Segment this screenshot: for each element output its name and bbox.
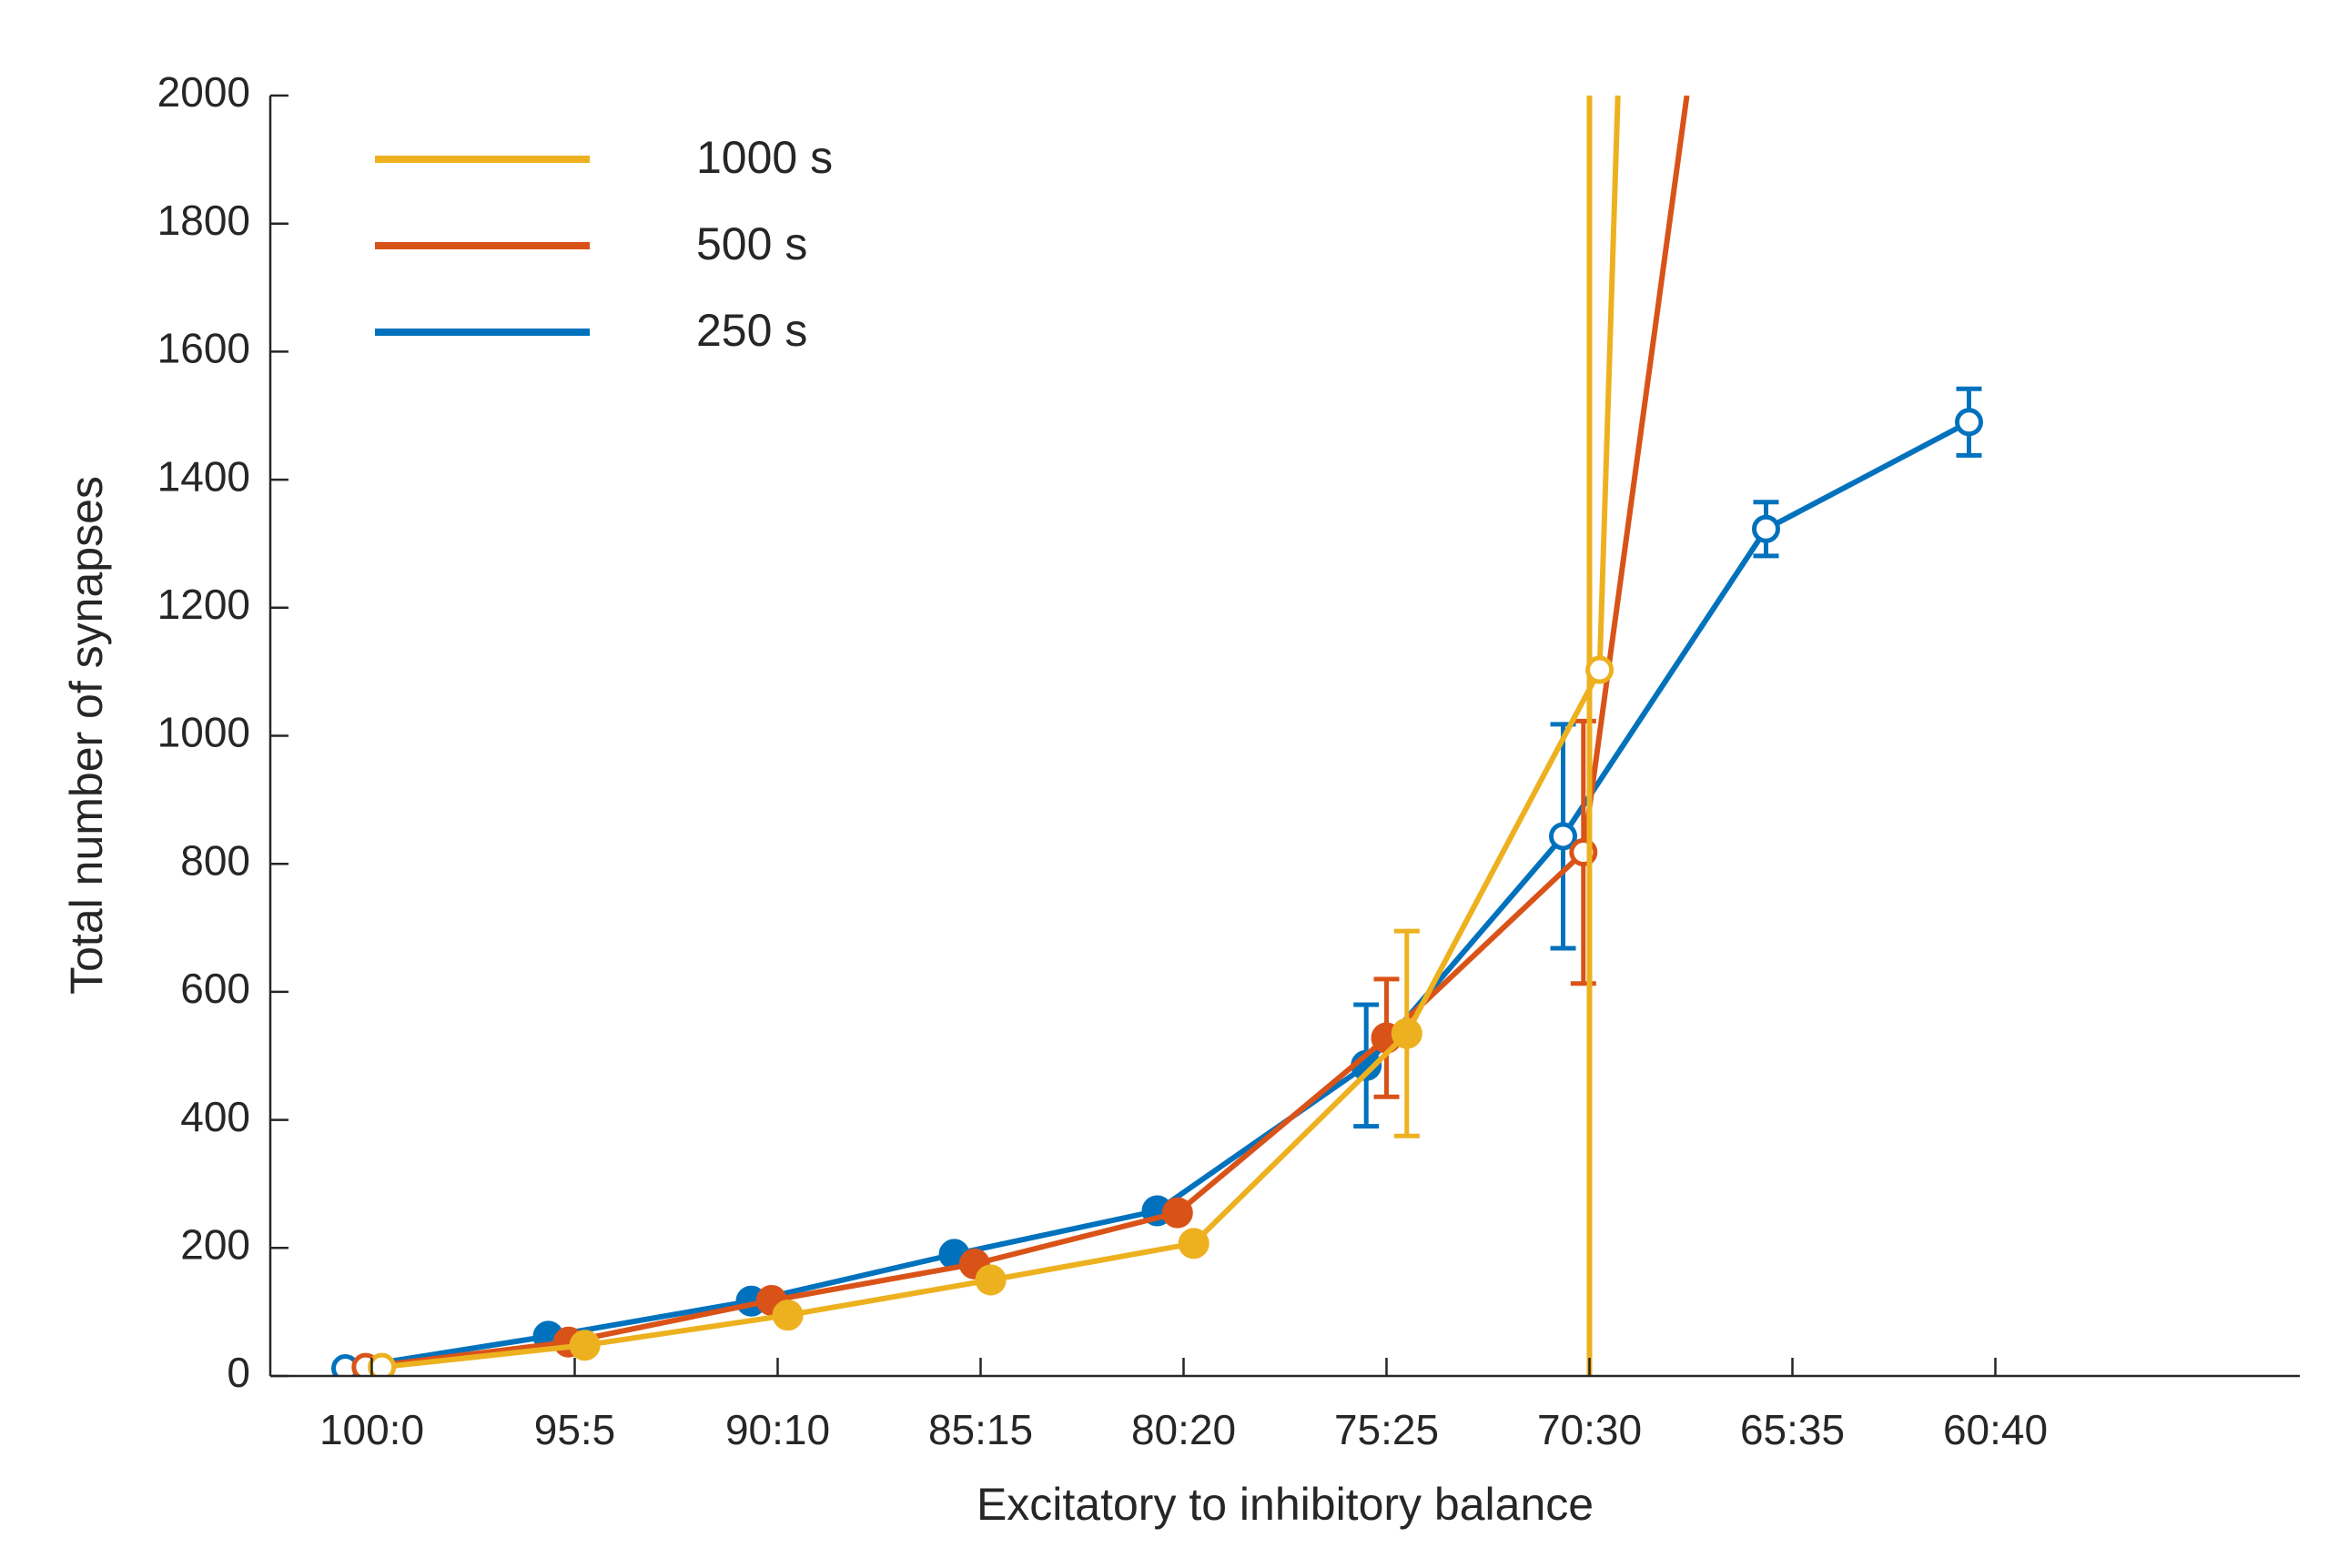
legend-label: 1000 s xyxy=(696,132,833,183)
y-axis-label: Total number of synapses xyxy=(61,476,112,995)
y-tick-label: 200 xyxy=(180,1220,250,1268)
data-point xyxy=(772,1300,804,1331)
x-tick-label: 85:15 xyxy=(928,1406,1033,1453)
series-500-s xyxy=(351,96,1690,1376)
series-1000-s xyxy=(368,96,1621,1376)
legend: 1000 s 500 s 250 s xyxy=(375,132,833,356)
legend-label: 250 s xyxy=(696,305,807,356)
data-point xyxy=(1955,408,1984,437)
x-tick-label: 80:20 xyxy=(1131,1406,1236,1453)
data-point xyxy=(569,1330,601,1361)
y-tick-label: 1600 xyxy=(157,325,250,372)
x-tick-label: 95:5 xyxy=(534,1406,616,1453)
x-tick-label: 75:25 xyxy=(1334,1406,1439,1453)
x-tick-label: 60:40 xyxy=(1943,1406,2048,1453)
data-point xyxy=(975,1264,1007,1296)
data-point xyxy=(1391,1017,1422,1049)
ticks-layer: 0 200 400 600 800 1000 1200 1400 1600 1800 2000 100… xyxy=(157,68,2048,1453)
y-tick-label: 1200 xyxy=(157,581,250,628)
data-point xyxy=(1178,1228,1210,1259)
y-tick-label: 400 xyxy=(180,1093,250,1140)
x-tick-label: 100:0 xyxy=(319,1406,424,1453)
x-axis-label: Excitatory to inhibitory balance xyxy=(977,1479,1594,1530)
y-tick-label: 0 xyxy=(227,1349,250,1396)
series-extension-line xyxy=(1596,96,1621,671)
x-tick-label: 90:10 xyxy=(725,1406,830,1453)
y-tick-label: 800 xyxy=(180,836,250,884)
y-tick-label: 1800 xyxy=(157,197,250,244)
data-point xyxy=(368,1352,397,1376)
y-tick-label: 2000 xyxy=(157,68,250,116)
data-point xyxy=(1161,1197,1193,1229)
series-layer xyxy=(331,96,1984,1376)
series-250-s xyxy=(331,386,1984,1376)
data-point xyxy=(1752,514,1781,543)
data-point xyxy=(1585,655,1614,684)
series-extension-line xyxy=(1580,96,1690,853)
y-tick-label: 1400 xyxy=(157,452,250,500)
y-tick-label: 600 xyxy=(180,965,250,1012)
legend-label: 500 s xyxy=(696,218,807,269)
data-point xyxy=(1549,822,1578,851)
x-tick-label: 65:35 xyxy=(1740,1406,1845,1453)
y-tick-label: 1000 xyxy=(157,709,250,756)
x-tick-label: 70:30 xyxy=(1537,1406,1642,1453)
